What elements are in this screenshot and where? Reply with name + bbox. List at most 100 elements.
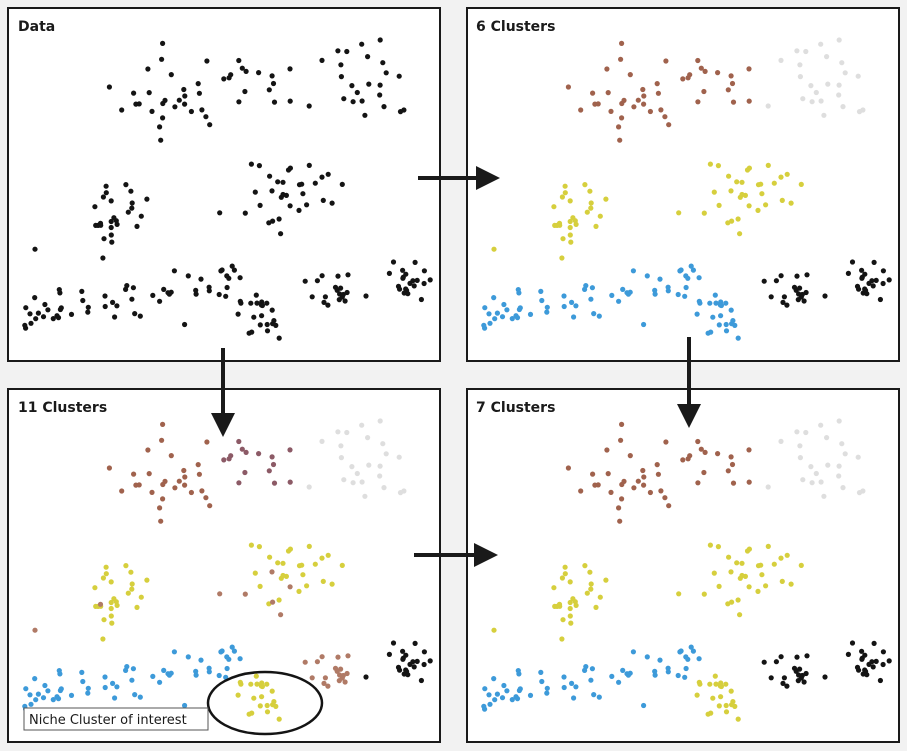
- scatter-point: [100, 636, 106, 642]
- scatter-point: [269, 688, 275, 694]
- scatter-point: [22, 322, 28, 328]
- callout-label: Niche Cluster of interest: [29, 713, 187, 728]
- callout-box: [23, 707, 209, 731]
- scatter-point: [567, 198, 573, 204]
- scatter-point: [129, 586, 135, 592]
- scatter-point: [675, 672, 681, 679]
- scatter-point: [593, 604, 599, 611]
- scatter-point: [562, 564, 568, 570]
- scatter-point: [711, 189, 717, 195]
- scatter-point: [856, 667, 862, 673]
- scatter-point: [383, 451, 389, 457]
- scatter-point: [779, 578, 785, 585]
- scatter-point: [350, 480, 356, 486]
- scatter-point: [794, 48, 800, 54]
- scatter-point: [237, 679, 243, 685]
- scatter-point: [248, 161, 254, 167]
- scatter-point: [573, 602, 579, 609]
- scatter-point: [287, 546, 293, 552]
- scatter-point: [134, 223, 140, 229]
- scatter-point: [784, 552, 790, 558]
- scatter-point: [630, 268, 637, 274]
- scatter-point: [242, 210, 248, 216]
- scatter-point: [761, 659, 767, 665]
- scatter-point: [161, 286, 167, 292]
- scatter-point: [641, 101, 647, 107]
- scatter-point: [252, 189, 258, 195]
- scatter-point: [411, 283, 417, 289]
- scatter-point: [236, 99, 242, 105]
- scatter-point: [256, 70, 262, 76]
- scatter-point: [728, 188, 734, 194]
- scatter-point: [780, 680, 786, 687]
- scatter-point: [314, 659, 320, 665]
- scatter-point: [804, 272, 810, 278]
- scatter-point: [133, 101, 139, 107]
- scatter-point: [236, 480, 242, 486]
- scatter-point: [676, 210, 682, 216]
- scatter-point: [544, 685, 550, 691]
- scatter-point: [800, 96, 806, 102]
- scatter-point: [725, 468, 731, 474]
- scatter-point: [102, 684, 108, 691]
- scatter-point: [746, 584, 752, 590]
- scatter-point: [698, 446, 704, 452]
- scatter-point: [728, 688, 734, 694]
- scatter-point: [168, 453, 174, 459]
- scatter-point: [808, 464, 814, 470]
- scatter-point: [778, 273, 784, 279]
- panel-six-frame: [466, 7, 900, 362]
- scatter-point: [397, 286, 403, 292]
- scatter-point: [256, 544, 262, 550]
- scatter-point: [108, 599, 114, 606]
- scatter-point: [103, 183, 109, 189]
- scatter-point: [106, 465, 112, 471]
- scatter-point: [158, 137, 164, 143]
- scatter-point: [803, 670, 809, 677]
- scatter-point: [559, 575, 566, 581]
- scatter-point: [796, 672, 802, 678]
- scatter-point: [804, 653, 810, 659]
- scatter-point: [131, 90, 137, 96]
- scatter-point: [755, 563, 762, 569]
- scatter-point: [682, 293, 688, 299]
- scatter-point: [217, 591, 223, 597]
- scatter-point: [338, 285, 344, 291]
- scatter-point: [242, 88, 248, 95]
- scatter-point: [813, 89, 819, 96]
- scatter-point: [821, 493, 827, 499]
- scatter-point: [267, 173, 273, 179]
- scatter-point: [729, 461, 736, 468]
- scatter-point: [567, 579, 573, 585]
- scatter-point: [50, 316, 56, 322]
- scatter-point: [735, 335, 741, 341]
- scatter-point: [765, 484, 771, 490]
- scatter-point: [870, 283, 876, 289]
- scatter-point: [271, 99, 278, 105]
- scatter-point: [494, 691, 500, 697]
- scatter-point: [85, 685, 91, 691]
- scatter-point: [588, 296, 594, 302]
- scatter-point: [400, 267, 406, 273]
- scatter-point: [270, 461, 277, 468]
- scatter-point: [218, 268, 224, 274]
- scatter-point: [723, 709, 730, 715]
- scatter-point: [589, 666, 596, 672]
- scatter-point: [718, 302, 725, 309]
- scatter-point: [716, 583, 722, 590]
- scatter-point: [644, 654, 650, 660]
- scatter-point: [561, 674, 567, 680]
- scatter-point: [504, 688, 510, 694]
- scatter-point: [873, 658, 879, 665]
- scatter-point: [527, 692, 534, 699]
- scatter-point: [825, 81, 831, 87]
- panel-seven-frame: [466, 388, 900, 743]
- scatter-point: [193, 291, 199, 297]
- scatter-point: [842, 70, 848, 76]
- scatter-point: [491, 627, 497, 633]
- scatter-point: [658, 488, 664, 494]
- scatter-point: [702, 449, 708, 455]
- scatter-point: [221, 457, 227, 463]
- scatter-point: [794, 429, 800, 435]
- scatter-point: [195, 81, 201, 87]
